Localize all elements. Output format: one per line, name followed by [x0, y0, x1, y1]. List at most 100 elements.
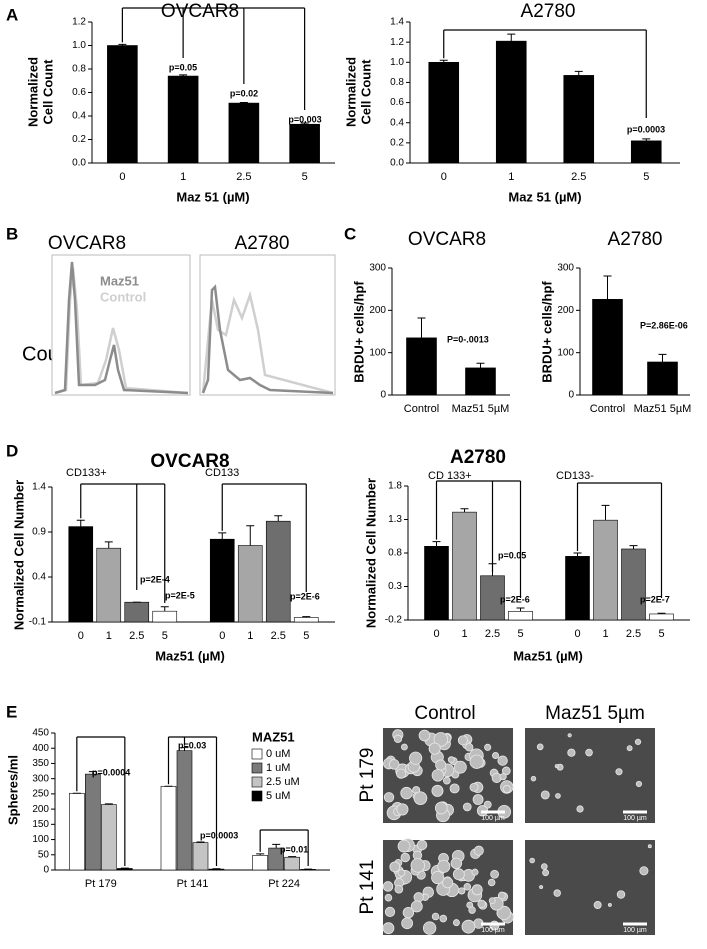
annotation: p=2E-6 — [500, 594, 530, 604]
cell — [436, 760, 446, 770]
x-tick-label: 5 — [162, 630, 168, 642]
annotation: p=0.003 — [288, 114, 321, 124]
cell — [414, 792, 427, 805]
panel-label: C — [344, 224, 356, 243]
bar — [229, 103, 259, 163]
annotation: p=0.0004 — [92, 767, 130, 777]
x-tick-label: 5 — [658, 628, 664, 640]
x-tick-label: 1 — [106, 630, 112, 642]
cell — [488, 879, 495, 886]
cell — [568, 749, 575, 756]
x-tick-label: 0 — [574, 628, 580, 640]
error-bar — [274, 516, 282, 521]
error-bar — [659, 354, 667, 362]
y-tick-label: 1.2 — [72, 17, 86, 28]
annotation: p=0.05 — [498, 550, 526, 560]
x-tick-label: 0 — [441, 171, 447, 183]
bar — [266, 521, 290, 622]
bar — [193, 843, 208, 870]
micro-col-label: Control — [414, 703, 475, 724]
significance-bracket — [444, 30, 647, 118]
x-tick-label: 2.5 — [485, 628, 500, 640]
cell — [394, 735, 401, 742]
x-tick-label: 1 — [180, 171, 186, 183]
bar — [594, 520, 618, 620]
cell — [541, 864, 547, 870]
cell — [474, 846, 483, 855]
x-axis-label: Maz 51 (µM) — [176, 189, 249, 204]
annotation: p=0.05 — [169, 62, 197, 72]
y-tick-label: 0.0 — [72, 158, 86, 169]
flow-title: A2780 — [235, 233, 290, 254]
x-tick-label: 5 — [517, 628, 523, 640]
x-tick-label: 5 — [302, 171, 308, 183]
cell — [500, 774, 506, 780]
annotation: p=0.01 — [280, 844, 308, 854]
group-label: CD 133+ — [428, 470, 472, 482]
y-tick-label: 0.2 — [72, 134, 86, 145]
group-label: CD133- — [556, 470, 594, 482]
significance-bracket — [122, 8, 304, 110]
group-label: CD133+ — [66, 467, 107, 479]
cell — [395, 885, 403, 893]
significance-bracket — [81, 484, 165, 603]
annotation: P=2.86E-06 — [640, 320, 688, 330]
x-tick-label: 2.5 — [236, 171, 251, 183]
cell — [396, 769, 405, 778]
micro-row-label: Pt 179 — [357, 748, 378, 803]
y-tick-label: 150 — [32, 819, 49, 830]
annotation: p=2E-5 — [165, 590, 195, 600]
cell — [435, 802, 447, 814]
cell — [554, 890, 561, 897]
group-label: CD133 — [205, 467, 239, 479]
y-tick-label: -0.2 — [385, 615, 403, 626]
y-tick-label: 400 — [32, 743, 49, 754]
x-tick-label: 1 — [461, 628, 467, 640]
cell — [411, 859, 425, 873]
y-axis-label: Cell Count — [358, 59, 373, 125]
legend-label: 0 uM — [266, 748, 290, 760]
y-axis-label: Normalized — [25, 57, 40, 127]
x-axis-label: Maz51 (µM) — [513, 648, 583, 663]
flow-legend: Maz51 — [100, 273, 139, 288]
bar — [650, 614, 674, 620]
cell — [586, 749, 593, 756]
cell — [485, 744, 491, 750]
y-tick-label: 1.4 — [32, 482, 46, 493]
error-bar — [507, 34, 515, 41]
x-tick-label: Control — [404, 403, 439, 415]
y-tick-label: 1.0 — [72, 40, 86, 51]
bar — [425, 546, 449, 620]
y-tick-label: 50 — [38, 849, 50, 860]
error-bar — [105, 542, 113, 548]
cell — [478, 900, 486, 908]
chart-title: A2780 — [608, 229, 663, 250]
y-axis-label: BRDU+ cells/hpf — [351, 281, 366, 383]
bar — [177, 751, 192, 870]
y-tick-label: 0.8 — [390, 77, 404, 88]
x-tick-label: 1 — [247, 630, 253, 642]
cell — [397, 804, 408, 815]
bar — [117, 868, 132, 870]
scale-bar-label: 100 µm — [481, 927, 505, 934]
chart-title: A2780 — [450, 447, 506, 468]
chart-title: OVCAR8 — [408, 229, 486, 250]
cell — [608, 903, 611, 906]
cell — [440, 915, 447, 922]
cell — [635, 739, 640, 744]
y-tick-label: 250 — [32, 789, 49, 800]
bar — [107, 46, 137, 164]
y-axis-label: BRDU+ cells/hpf — [539, 281, 554, 383]
bar — [564, 75, 594, 163]
panel-label: E — [6, 702, 17, 721]
error-bar — [272, 844, 280, 848]
cell — [429, 743, 440, 754]
bar — [153, 611, 177, 622]
y-tick-label: 300 — [369, 263, 386, 274]
legend-label: 2.5 uM — [266, 776, 300, 788]
scale-bar-label: 100 µm — [623, 927, 647, 934]
x-tick-label: Pt 179 — [85, 878, 117, 890]
bar — [69, 527, 93, 622]
